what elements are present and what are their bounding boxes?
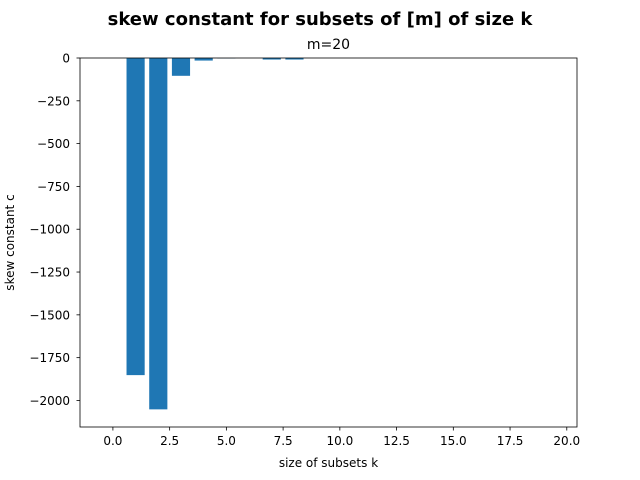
- x-tick-label: 15.0: [440, 434, 467, 448]
- y-tick-label: −1500: [29, 308, 70, 322]
- x-tick-label: 2.5: [160, 434, 179, 448]
- x-tick-label: 10.0: [326, 434, 353, 448]
- bar-k-7: [262, 58, 281, 60]
- x-axis-label: size of subsets k: [279, 456, 378, 470]
- bar-k-1: [126, 58, 145, 376]
- y-tick-label: −1750: [29, 351, 70, 365]
- y-tick-label: −1000: [29, 223, 70, 237]
- bar-k-2: [149, 58, 168, 410]
- x-tick-label: 5.0: [217, 434, 236, 448]
- bar-k-4: [194, 58, 213, 61]
- y-tick-label: −250: [37, 94, 70, 108]
- x-tick-label: 7.5: [274, 434, 293, 448]
- bars-group: [126, 58, 304, 410]
- bar-k-3: [171, 58, 191, 76]
- y-axis-label: skew constant c: [3, 194, 17, 290]
- y-tick-label: −1250: [29, 266, 70, 280]
- x-axis-ticks: 0.0 2.5 5.0 7.5 10.0 12.5 15.0 17.5 20.0: [103, 427, 580, 448]
- y-tick-label: −750: [37, 180, 70, 194]
- chart-title: skew constant for subsets of [m] of size…: [108, 9, 534, 30]
- x-tick-label: 17.5: [497, 434, 524, 448]
- plot-frame: [79, 57, 578, 428]
- y-axis-ticks: 0 −250 −500 −750 −1000 −1250 −1500 −1750 −2000: [29, 52, 80, 408]
- x-tick-label: 12.5: [383, 434, 410, 448]
- x-tick-label: 20.0: [553, 434, 580, 448]
- bar-k-8: [285, 58, 304, 60]
- y-tick-label: −2000: [29, 394, 70, 408]
- x-tick-label: 0.0: [103, 434, 122, 448]
- y-tick-label: −500: [37, 137, 70, 151]
- chart-subtitle: m=20: [307, 37, 350, 53]
- y-tick-label: 0: [62, 52, 70, 66]
